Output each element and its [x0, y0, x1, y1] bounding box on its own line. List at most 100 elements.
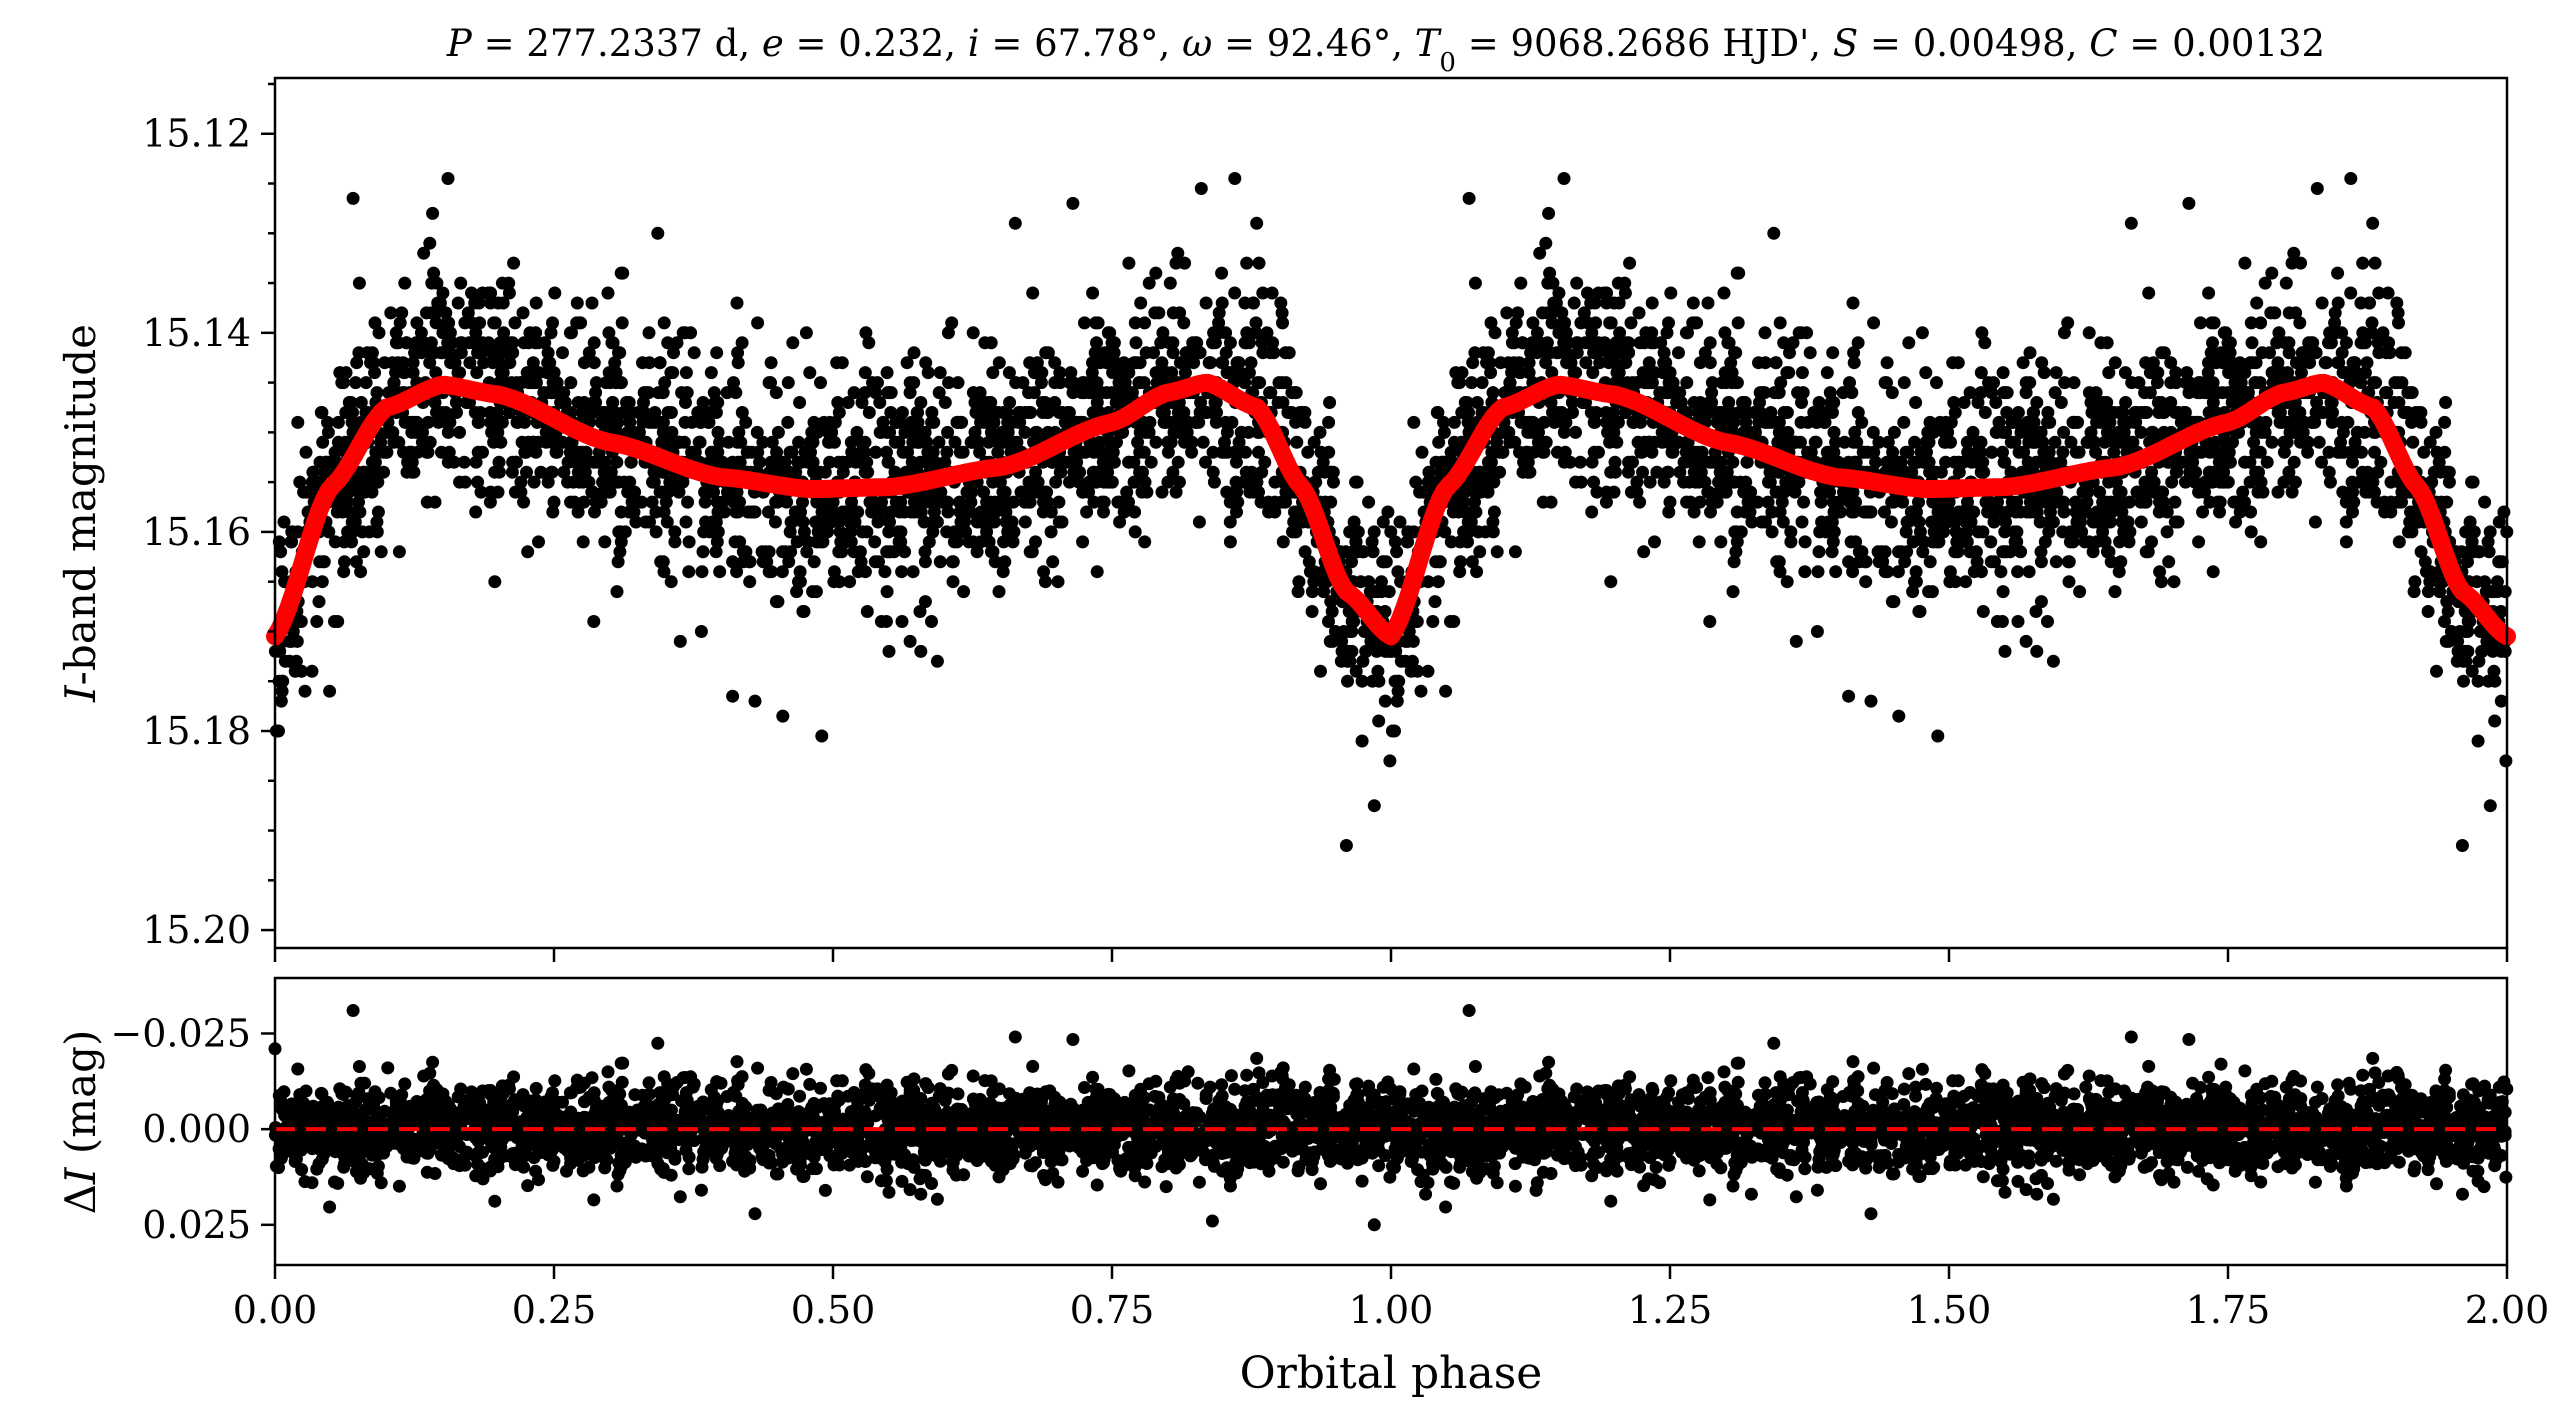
observation-point: [2336, 425, 2350, 439]
observation-point: [2405, 386, 2419, 400]
observation-point: [1777, 336, 1791, 350]
observation-point: [918, 595, 932, 609]
observation-point: [2043, 415, 2057, 429]
observation-point: [872, 555, 885, 569]
observation-point: [1249, 326, 1263, 340]
observation-point: [1066, 196, 1080, 210]
observation-point: [1314, 664, 1327, 678]
observation-point: [1979, 495, 1993, 509]
observation-point: [1825, 545, 1839, 559]
observation-point: [1880, 455, 1894, 469]
observation-point: [1925, 465, 1938, 479]
observation-point: [1539, 356, 1553, 370]
observation-point: [2236, 485, 2250, 499]
observation-point: [786, 336, 800, 350]
observation-point: [1629, 376, 1643, 390]
observation-point: [1411, 664, 1425, 678]
observation-point: [2368, 445, 2381, 459]
observation-point: [1571, 336, 1585, 350]
observation-point: [2073, 585, 2087, 599]
observation-point: [2282, 306, 2296, 320]
observation-point: [1169, 256, 1183, 270]
observation-point: [2113, 535, 2127, 549]
observation-point: [617, 475, 631, 489]
observation-point: [2058, 376, 2072, 390]
observation-point: [564, 376, 578, 390]
observation-point: [1080, 505, 1094, 519]
observation-point: [1128, 505, 1142, 519]
title-i-value: = 67.78°,: [980, 22, 1182, 65]
observation-point: [1987, 376, 2000, 390]
observation-point: [1268, 495, 1282, 509]
observation-point: [1758, 415, 1772, 429]
observation-point: [1322, 615, 1335, 628]
observation-point: [521, 545, 535, 559]
observation-point: [2244, 316, 2258, 330]
observation-point: [1039, 346, 1053, 360]
observation-point: [1996, 445, 2009, 459]
observation-point: [1447, 415, 1461, 429]
observation-point: [1913, 525, 1927, 539]
observation-point: [1604, 575, 1618, 589]
observation-point: [1731, 316, 1745, 330]
observation-point: [2205, 316, 2219, 330]
observation-point: [1686, 296, 1700, 310]
observation-point: [1166, 465, 1180, 479]
light-curve-x-ticks: [273, 948, 2509, 962]
observation-point: [950, 415, 964, 429]
observation-point: [1632, 306, 1646, 320]
observation-point: [1086, 465, 1100, 479]
observation-point: [1703, 615, 1717, 628]
observation-point: [331, 415, 345, 429]
observation-point: [2379, 346, 2393, 360]
observation-point: [1989, 396, 2003, 409]
observation-point: [1672, 346, 1685, 360]
observation-point: [299, 445, 313, 459]
observation-point: [1876, 555, 1890, 569]
observation-point: [629, 515, 643, 529]
observation-point: [1006, 495, 1020, 509]
observation-point: [1922, 435, 1936, 449]
y-tick-label: 15.16: [142, 510, 251, 554]
observation-point: [1240, 256, 1254, 270]
observation-point: [1897, 376, 1911, 390]
observation-point: [471, 475, 485, 489]
observation-point: [1729, 346, 1743, 360]
observation-point: [2339, 535, 2353, 549]
observation-point: [709, 545, 723, 559]
observation-point: [1633, 495, 1647, 509]
observation-point: [2102, 366, 2116, 380]
observation-point: [764, 356, 778, 370]
observation-point: [2008, 435, 2022, 449]
observation-point: [1842, 555, 1856, 569]
residual-point: [1215, 1078, 1229, 1092]
observation-point: [1232, 445, 1246, 459]
observation-point: [892, 435, 906, 449]
observation-point: [1289, 415, 1303, 429]
observation-point: [1530, 326, 1544, 340]
observation-point: [1826, 346, 1840, 360]
observation-point: [657, 316, 671, 330]
observation-point: [2417, 445, 2431, 459]
observation-point: [783, 465, 797, 479]
observation-point: [940, 445, 954, 459]
observation-point: [1569, 425, 1582, 439]
observation-point: [428, 396, 442, 409]
observation-point: [1052, 495, 1066, 509]
observation-point: [855, 435, 869, 449]
observation-point: [1592, 445, 1605, 459]
observation-point: [2030, 396, 2044, 409]
observation-point: [1437, 425, 1451, 439]
observation-point: [571, 396, 585, 409]
observation-point: [384, 306, 398, 320]
observation-point: [1724, 356, 1738, 370]
observation-point: [2034, 595, 2048, 609]
observation-point: [1305, 585, 1319, 599]
observation-point: [770, 445, 784, 459]
observation-point: [1880, 356, 1894, 370]
observation-point: [1660, 326, 1674, 340]
observation-point: [1170, 415, 1184, 429]
observation-point: [2482, 545, 2496, 559]
observation-point: [1521, 415, 1535, 429]
observation-point: [1055, 515, 1069, 529]
